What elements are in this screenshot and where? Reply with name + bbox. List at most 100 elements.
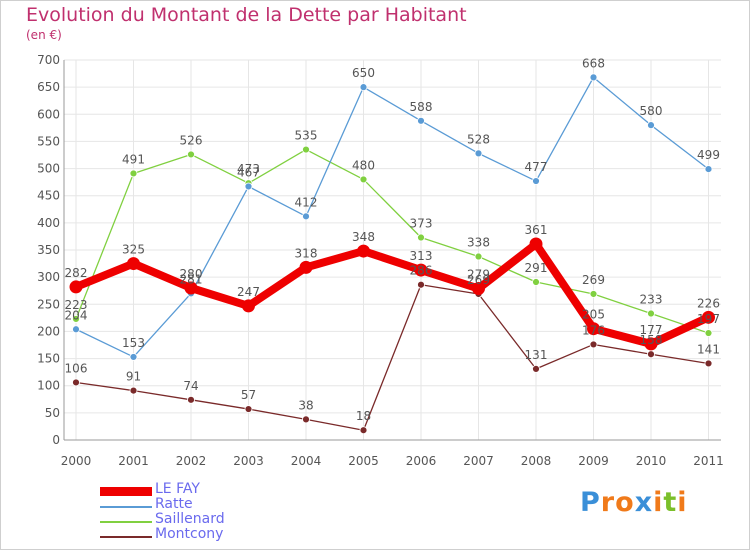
data-label: 473 [237,162,260,176]
data-point [359,426,368,435]
x-tick-label: 2008 [521,454,552,468]
data-label: 467 [237,165,260,179]
legend-swatch [100,536,152,538]
x-tick-label: 2001 [118,454,149,468]
data-label: 280 [180,267,203,281]
series-line [75,284,710,431]
x-tick-label: 2009 [578,454,609,468]
data-label: 348 [352,230,375,244]
logo-letter: i [677,487,688,518]
y-tick-label: 150 [37,352,60,366]
data-label: 338 [467,236,490,250]
data-point [72,378,80,387]
y-tick-label: 300 [37,270,60,284]
data-point [417,233,425,242]
series-line [75,76,710,358]
data-point [357,244,370,258]
data-point [532,364,540,373]
legend-swatch [100,506,152,508]
data-label: 528 [467,132,490,146]
data-label: 361 [525,223,548,237]
data-label: 38 [298,398,313,412]
page-title: Evolution du Montant de la Dette par Hab… [26,4,467,26]
data-label: 480 [352,158,375,172]
data-label: 106 [65,361,88,375]
y-tick-label: 250 [37,297,60,311]
chart-subtitle: (en €) [26,28,62,42]
data-point [414,263,428,277]
legend-label: Saillenard [155,511,225,527]
series-line [75,148,710,334]
logo-letter: o [615,487,635,518]
data-point [702,310,715,324]
data-label: 588 [410,100,433,114]
data-point [704,165,713,174]
data-point [359,83,368,92]
data-label: 477 [525,160,548,174]
series-line [72,240,713,348]
y-tick-label: 450 [37,189,60,203]
data-label: 286 [410,264,433,278]
data-label: 223 [65,298,88,312]
legend-swatch [100,521,152,523]
y-tick-label: 700 [37,53,60,67]
x-tick-label: 2007 [463,454,494,468]
data-label: 205 [582,308,605,322]
data-label: 526 [180,133,203,147]
data-point [647,350,655,359]
logo-letter: t [663,487,678,518]
y-tick-label: 550 [37,134,60,148]
y-tick-label: 350 [37,243,60,257]
y-tick-label: 0 [52,433,60,447]
x-tick-label: 2011 [693,454,724,468]
data-label: 325 [122,243,145,257]
data-label: 204 [65,308,88,322]
data-label: 535 [295,129,318,143]
data-point [359,175,368,184]
data-point [474,149,483,158]
data-label: 141 [697,342,720,356]
data-label: 313 [410,249,433,263]
data-label: 131 [525,348,548,362]
data-label: 650 [352,66,375,80]
data-point [704,359,713,368]
data-label: 153 [122,336,145,350]
legend-label: Ratte [155,496,193,512]
data-label: 247 [237,285,260,299]
data-point [647,309,655,318]
data-point [647,121,655,130]
legend-label: Montcony [155,526,224,542]
data-label: 668 [582,56,605,70]
data-point [302,212,310,221]
data-label: 282 [65,266,88,280]
data-point [417,280,425,289]
data-label: 269 [467,273,490,287]
data-label: 499 [697,148,720,162]
data-label: 91 [126,370,141,384]
data-point [644,337,658,351]
y-tick-label: 650 [37,80,60,94]
data-point [589,73,598,82]
legend-swatch [100,487,152,496]
legend-label: LE FAY [155,481,200,497]
y-tick-label: 200 [37,324,60,338]
x-tick-label: 2000 [61,454,92,468]
data-point [704,329,713,337]
data-label: 291 [525,261,548,275]
data-point [302,145,310,154]
data-label: 197 [697,312,720,326]
data-label: 279 [467,268,490,282]
logo-letter: P [580,487,601,518]
data-point [299,260,313,274]
data-label: 269 [582,273,605,287]
logo-letter: x [634,487,654,518]
data-label: 412 [295,195,318,209]
x-tick-label: 2003 [233,454,264,468]
data-label: 373 [410,217,433,231]
data-label: 580 [640,104,663,118]
data-point [529,237,543,251]
data-point [474,252,483,261]
data-label: 57 [241,388,256,402]
data-point [187,150,195,159]
